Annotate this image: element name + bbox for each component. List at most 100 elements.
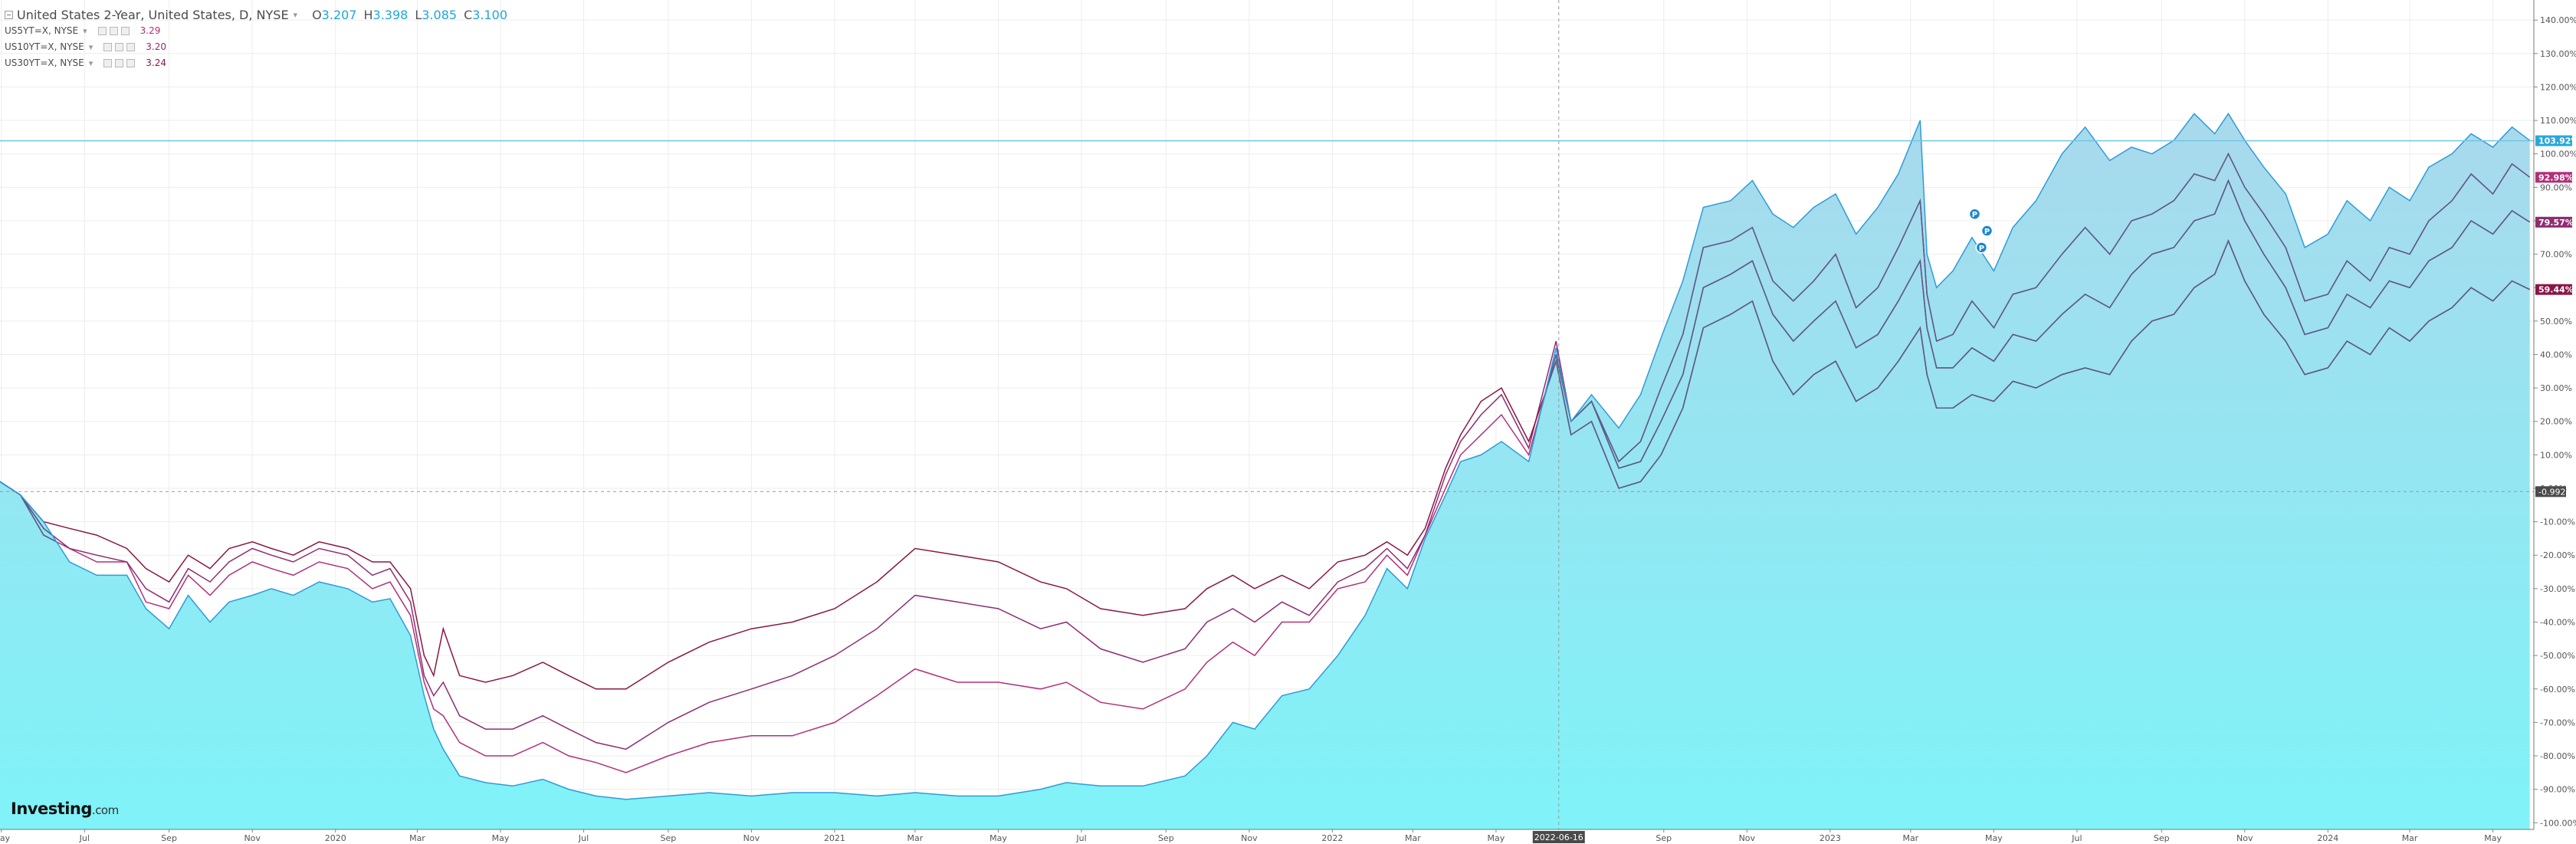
x-tick-label: Nov [2236,833,2253,843]
event-marker-label: P [1972,211,1977,219]
x-tick-label: 2024 [2317,833,2338,843]
y-tick-label: 130.00% [2540,49,2576,59]
last-value-label: 79.57% [2538,218,2574,228]
y-tick-label: 90.00% [2540,182,2572,192]
y-tick-label: -80.00% [2540,751,2575,761]
investing-logo: Investing.com [11,800,119,818]
x-tick-label: Nov [244,833,261,843]
y-tick-label: 10.00% [2540,450,2572,460]
x-tick-label: Mar [1405,833,1421,843]
legend-compare-us5y[interactable]: US5YT=X, NYSE ▾ 3.29 [5,23,507,39]
compare-value: 3.24 [146,57,166,68]
y-tick-label: 20.00% [2540,417,2572,427]
close-icon[interactable] [120,27,130,35]
chevron-down-icon[interactable]: ▾ [88,42,94,52]
x-tick-label: Sep [1158,833,1174,843]
hide-icon[interactable] [115,43,124,51]
last-value-tag [2535,172,2572,183]
hide-icon[interactable] [115,59,124,67]
legend-collapse-icon[interactable] [5,11,13,19]
chevron-down-icon[interactable]: ▾ [293,10,298,20]
x-tick-label: Sep [1656,833,1672,843]
y-tick-label: 140.00% [2540,15,2576,25]
crosshair-date-label: 2022-06-16 [1534,833,1583,842]
last-value-label: 59.44% [2538,285,2574,295]
y-tick-label: 70.00% [2540,250,2572,260]
x-tick-label: Mar [907,833,924,843]
x-tick-label: Jul [1075,833,1086,843]
event-marker [1968,208,1981,220]
y-tick-label: 50.00% [2540,317,2572,327]
y-tick-label: -20.00% [2540,550,2575,560]
y-tick-label: -30.00% [2540,584,2575,594]
compare-symbol-label: US10YT=X, NYSE [5,41,84,52]
chevron-down-icon[interactable]: ▾ [83,26,87,36]
y-tick-label: -90.00% [2540,785,2575,795]
y-tick-label: -100.00% [2540,818,2576,828]
settings-icon[interactable] [103,59,113,67]
settings-icon[interactable] [97,27,107,35]
us2y-area [0,113,2530,830]
y-tick-label: -50.00% [2540,651,2575,661]
x-tick-label: Mar [2402,833,2418,843]
y-tick-label: 40.00% [2540,350,2572,360]
crosshair-value-tag [2535,486,2566,498]
x-tick-label: 2020 [325,833,346,843]
close-icon[interactable] [126,43,136,51]
legend-compare-us30y[interactable]: US30YT=X, NYSE ▾ 3.24 [5,55,507,71]
x-tick-label: May [492,833,510,843]
us2y-line [0,112,2531,800]
event-marker [1980,225,1994,237]
chevron-down-icon[interactable]: ▾ [88,58,94,68]
x-tick-label: Jul [578,833,589,843]
x-tick-label: May [2484,833,2502,843]
last-value-tag [2535,284,2572,295]
y-tick-label: -40.00% [2540,618,2575,628]
legend-compare-us10y[interactable]: US10YT=X, NYSE ▾ 3.20 [5,39,507,55]
x-tick-label: Sep [2154,833,2170,843]
y-tick-label: 100.00% [2540,149,2576,159]
ohlc-low: L3.085 [415,8,458,22]
ohlc-open: O3.207 [312,8,357,22]
x-tick-label: Nov [743,833,760,843]
y-tick-label: 120.00% [2540,82,2576,92]
last-value-label: 103.92% [2538,136,2576,146]
settings-icon[interactable] [103,43,113,51]
x-tick-label: Nov [1241,833,1258,843]
y-tick-label: -70.00% [2540,718,2575,727]
x-tick-label: 2021 [824,833,845,843]
compare-value: 3.20 [146,41,166,52]
x-tick-label: Mar [409,833,425,843]
x-tick-label: Mar [1902,833,1918,843]
x-tick-label: Nov [1739,833,1756,843]
ohlc-high: H3.398 [363,8,409,22]
y-tick-label: -10.00% [2540,517,2575,527]
compare-symbol-label: US5YT=X, NYSE [5,25,79,36]
event-marker-label: P [1984,228,1990,236]
y-tick-label: 110.00% [2540,116,2576,126]
x-tick-label: Sep [661,833,677,843]
hide-icon[interactable] [109,27,118,35]
last-value-tag [2535,135,2572,146]
chart-legend: United States 2-Year, United States, D, … [5,7,507,71]
compare-value: 3.29 [139,25,161,36]
y-tick-label: 30.00% [2540,383,2572,393]
event-marker [1975,241,1988,254]
x-tick-label: May [0,833,11,843]
y-tick-label: -60.00% [2540,685,2575,695]
event-marker-label: P [1979,245,1984,253]
x-tick-label: May [989,833,1007,843]
ohlc-close: C3.100 [464,8,508,22]
compare-symbol-label: US30YT=X, NYSE [5,57,84,68]
legend-main-series[interactable]: United States 2-Year, United States, D, … [5,7,507,23]
main-symbol-label: United States 2-Year, United States, D, … [17,8,289,22]
crosshair-date-tag [1532,831,1585,843]
last-value-label: 92.98% [2538,172,2574,182]
close-icon[interactable] [126,59,136,67]
x-tick-label: 2022 [1321,833,1343,843]
x-tick-label: Sep [161,833,177,843]
x-tick-label: Jul [79,833,90,843]
x-tick-label: 2023 [1820,833,1841,843]
